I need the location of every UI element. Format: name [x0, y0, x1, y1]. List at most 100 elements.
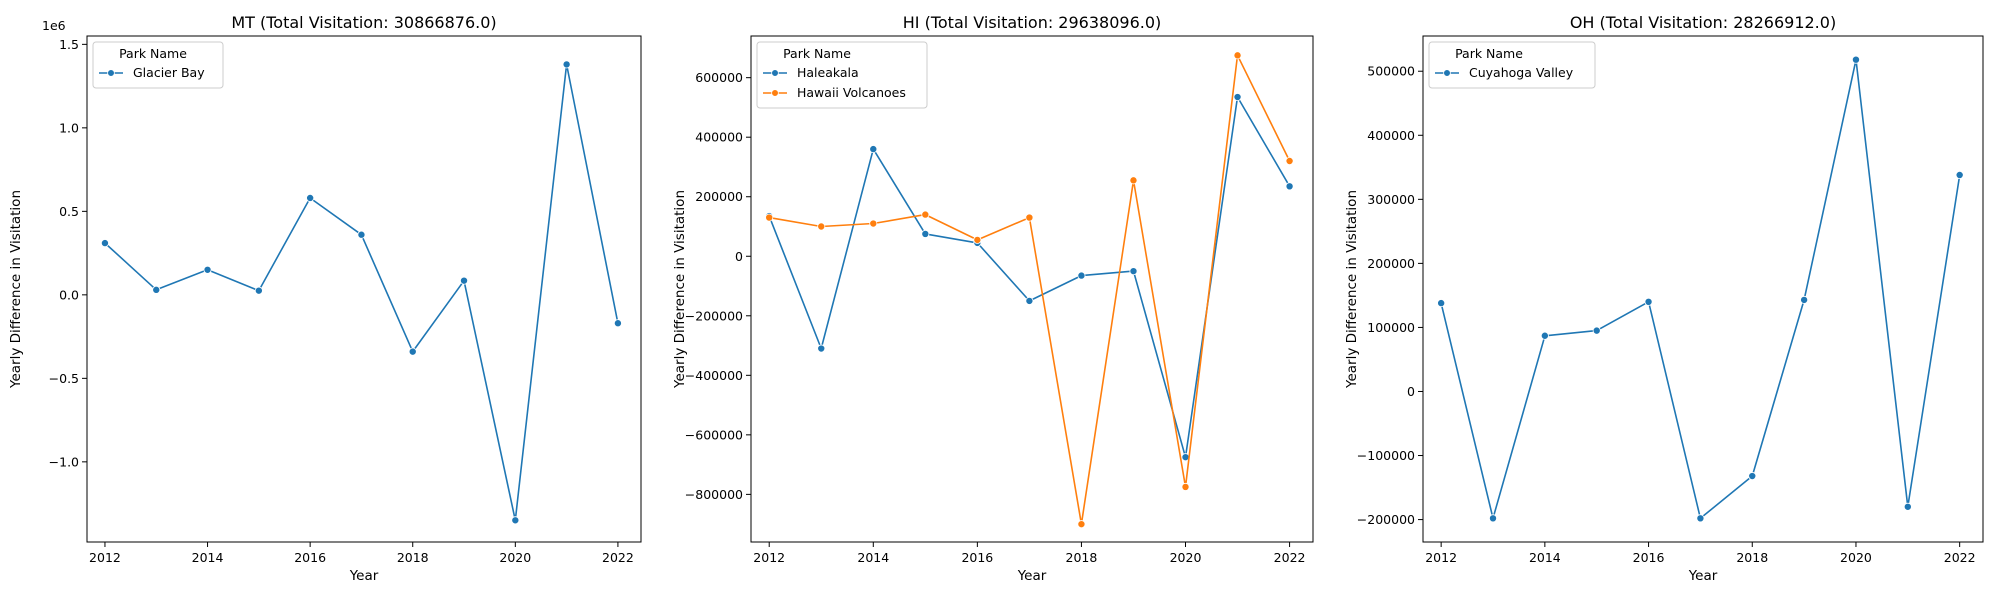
y-tick-label: −200000: [1357, 512, 1415, 527]
series-line-hawaii-volcanoes: [769, 54, 1291, 525]
y-tick-label: −800000: [685, 487, 743, 502]
legend: Park Name Haleakala Hawaii Volcanoes: [756, 41, 928, 109]
data-point: [1489, 514, 1498, 523]
subplot-3: OH (Total Visitation: 28266912.0) 2012 201…: [1344, 13, 1984, 584]
y-tick-label: 1.5: [59, 37, 79, 52]
x-tick-label: 2022: [1944, 550, 1976, 565]
x-tick-label: 2012: [89, 550, 121, 565]
y-tick-label: 500000: [1367, 64, 1415, 79]
legend-title: Park Name: [119, 46, 187, 61]
y-axis-label: Yearly Difference in Visitation: [8, 190, 24, 389]
x-axis-label: Year: [1688, 568, 1718, 584]
legend: Park Name Glacier Bay: [92, 41, 224, 89]
legend-entry-label: Glacier Bay: [133, 65, 205, 80]
x-tick-label: 2020: [1170, 550, 1202, 565]
x-tick-label: 2016: [294, 550, 326, 565]
legend-swatch-marker: [771, 69, 779, 77]
data-point: [1181, 482, 1190, 491]
y-tick-label: 0: [1407, 384, 1415, 399]
y-tick-label: 0.5: [59, 204, 79, 219]
y-offset-label: 1e6: [42, 18, 66, 33]
legend-box: [1428, 41, 1596, 89]
data-point: [357, 230, 366, 239]
data-point: [1129, 267, 1138, 276]
data-point: [1025, 296, 1034, 305]
chart-title: HI (Total Visitation: 29638096.0): [903, 13, 1162, 32]
data-point: [869, 145, 878, 154]
data-point: [921, 229, 930, 238]
axes-frame: [750, 35, 1314, 543]
x-axis-label: Year: [349, 568, 379, 584]
data-point: [1955, 170, 1964, 179]
data-point: [152, 285, 161, 294]
data-point: [817, 344, 826, 353]
data-point: [408, 347, 417, 356]
legend-entry-label: Cuyahoga Valley: [1469, 65, 1574, 80]
x-tick-label: 2016: [961, 550, 993, 565]
legend-title: Park Name: [1455, 46, 1523, 61]
y-tick-label: 1.0: [59, 120, 79, 135]
y-tick-label: 300000: [1367, 192, 1415, 207]
y-axis-label: Yearly Difference in Visitation: [672, 190, 688, 389]
x-tick-label: 2014: [857, 550, 889, 565]
data-point: [1233, 51, 1242, 60]
x-axis-label: Year: [1017, 568, 1047, 584]
data-point: [1644, 297, 1653, 306]
data-point: [1851, 55, 1860, 64]
data-point: [869, 219, 878, 228]
x-tick-label: 2020: [499, 550, 531, 565]
data-point: [511, 516, 520, 525]
chart-title: MT (Total Visitation: 30866876.0): [231, 13, 496, 32]
data-point: [100, 239, 109, 248]
data-point: [1696, 514, 1705, 523]
data-point: [203, 265, 212, 274]
y-tick-label: −600000: [685, 427, 743, 442]
legend-swatch-marker: [107, 69, 115, 77]
legend-box: [92, 41, 224, 89]
data-point: [1903, 502, 1912, 511]
y-tick-label: 0: [735, 249, 743, 264]
legend-title: Park Name: [783, 46, 851, 61]
x-tick-label: 2022: [1274, 550, 1306, 565]
x-tick-label: 2012: [753, 550, 785, 565]
y-tick-label: −1.0: [49, 454, 79, 469]
subplot-1: MT (Total Visitation: 30866876.0) 2012 201…: [8, 13, 642, 584]
x-tick-label: 2018: [1736, 550, 1768, 565]
y-tick-label: 200000: [695, 189, 743, 204]
y-tick-label: 600000: [695, 70, 743, 85]
data-point: [1540, 331, 1549, 340]
legend-entry-label: Hawaii Volcanoes: [797, 85, 906, 100]
data-point: [1285, 182, 1294, 191]
data-point: [921, 210, 930, 219]
series-line-cuyahoga-valley: [1440, 58, 1961, 520]
y-tick-label: 0.0: [59, 287, 79, 302]
x-tick-label: 2020: [1840, 550, 1872, 565]
subplot-2: HI (Total Visitation: 29638096.0) 2012 201…: [672, 13, 1314, 584]
axes-frame: [86, 35, 642, 543]
legend-swatch-marker: [771, 89, 779, 97]
y-axis-label: Yearly Difference in Visitation: [1344, 190, 1360, 389]
x-tick-label: 2018: [397, 550, 429, 565]
legend-swatch-marker: [1443, 69, 1451, 77]
x-tick-label: 2016: [1633, 550, 1665, 565]
y-tick-label: 400000: [695, 130, 743, 145]
data-point: [1233, 93, 1242, 102]
data-point: [306, 193, 315, 202]
legend: Park Name Cuyahoga Valley: [1428, 41, 1596, 89]
y-tick-label: 100000: [1367, 320, 1415, 335]
data-point: [1025, 213, 1034, 222]
series-line-glacier-bay: [104, 63, 619, 522]
y-tick-label: 400000: [1367, 128, 1415, 143]
legend-entry-label: Haleakala: [797, 65, 859, 80]
chart-title: OH (Total Visitation: 28266912.0): [1570, 13, 1836, 32]
data-point: [1285, 157, 1294, 166]
data-point: [765, 213, 774, 222]
data-point: [1748, 472, 1757, 481]
data-point: [1077, 271, 1086, 280]
data-point: [1077, 520, 1086, 529]
data-point: [1437, 299, 1446, 308]
x-tick-label: 2012: [1425, 550, 1457, 565]
data-point: [460, 276, 469, 285]
data-point: [613, 319, 622, 328]
